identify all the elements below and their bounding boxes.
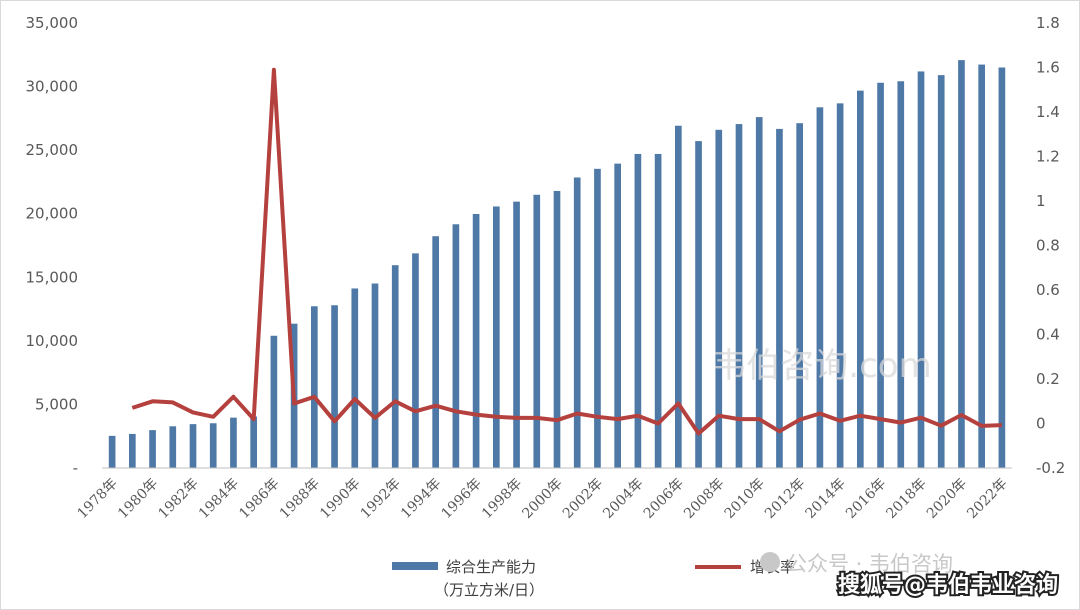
line-series	[131, 67, 1002, 436]
bar	[209, 423, 217, 468]
right-axis-ticks: -0.2 0 0.2 0.4 0.6 0.8 1 1.2 1.4 1.6 1.8	[1036, 14, 1065, 477]
bar	[533, 194, 541, 468]
bar	[735, 124, 743, 468]
bar	[796, 123, 804, 468]
bar	[189, 424, 197, 468]
bar	[128, 433, 136, 468]
bar	[230, 417, 237, 468]
right-tick-label: 0.8	[1036, 237, 1060, 255]
right-tick-label: 1.2	[1036, 148, 1060, 166]
bar	[149, 430, 156, 468]
bar	[614, 163, 622, 468]
bar	[634, 153, 642, 468]
bar	[371, 283, 379, 468]
bar	[695, 141, 702, 468]
bar	[472, 213, 480, 468]
left-tick-label: 30,000	[26, 78, 79, 96]
bar	[432, 236, 440, 468]
legend-swatch-bar	[392, 562, 438, 570]
bar	[897, 81, 905, 468]
left-axis-ticks: - 5,000 10,000 15,000 20,000 25,000 30,000 35,0…	[26, 14, 79, 477]
right-tick-label: 0.4	[1036, 326, 1060, 344]
bar	[978, 64, 986, 468]
bar	[250, 416, 258, 468]
right-tick-label: 1.4	[1036, 103, 1060, 121]
bar	[573, 177, 581, 468]
right-tick-label: 0.2	[1036, 370, 1060, 388]
bar	[412, 253, 419, 468]
left-tick-label: 15,000	[26, 268, 79, 286]
left-tick-label: 20,000	[26, 205, 79, 223]
right-tick-label: 0	[1036, 415, 1046, 433]
bar-series	[108, 60, 1006, 469]
left-tick-label: 5,000	[35, 395, 78, 413]
legend-label-bar-unit: （万立方米/日）	[434, 581, 544, 599]
bar	[674, 125, 682, 468]
bar	[836, 103, 844, 469]
bar	[331, 305, 338, 468]
bar	[108, 435, 116, 468]
legend-label-bar: 综合生产能力	[446, 558, 536, 576]
left-tick-label: 10,000	[26, 332, 79, 350]
bar	[513, 201, 520, 468]
bar	[351, 288, 359, 468]
bar	[654, 153, 662, 468]
bar	[715, 129, 723, 469]
growth-rate-line	[131, 67, 1002, 436]
watermark-account: 公众号 · 韦伯咨询	[760, 552, 953, 576]
bar	[776, 128, 783, 468]
bar	[856, 90, 864, 468]
left-tick-label: 25,000	[26, 141, 79, 159]
bar	[492, 206, 500, 468]
right-tick-label: 1.6	[1036, 59, 1060, 77]
watermark-account-text: 公众号 · 韦伯咨询	[786, 552, 953, 576]
bar	[310, 306, 318, 468]
bar	[452, 224, 460, 468]
bar	[169, 426, 177, 468]
bar	[816, 107, 824, 468]
bar	[553, 190, 561, 468]
wechat-icon	[760, 552, 780, 572]
watermark-center: 韦伯咨询.com	[712, 346, 931, 386]
bar	[917, 71, 925, 468]
right-tick-label: -0.2	[1036, 459, 1065, 477]
watermark-source: 搜狐号@韦伯韦业咨询	[838, 572, 1058, 598]
bar	[937, 75, 945, 468]
bar	[998, 67, 1006, 468]
left-tick-label: -	[73, 459, 78, 477]
bar	[755, 117, 763, 468]
bar	[270, 335, 278, 468]
bar	[958, 60, 965, 469]
bar	[877, 82, 884, 468]
right-tick-label: 0.6	[1036, 281, 1060, 299]
bar	[594, 168, 601, 468]
left-tick-label: 35,000	[26, 14, 79, 32]
right-tick-label: 1.8	[1036, 14, 1060, 32]
bar	[391, 265, 399, 468]
right-tick-label: 1	[1036, 192, 1046, 210]
